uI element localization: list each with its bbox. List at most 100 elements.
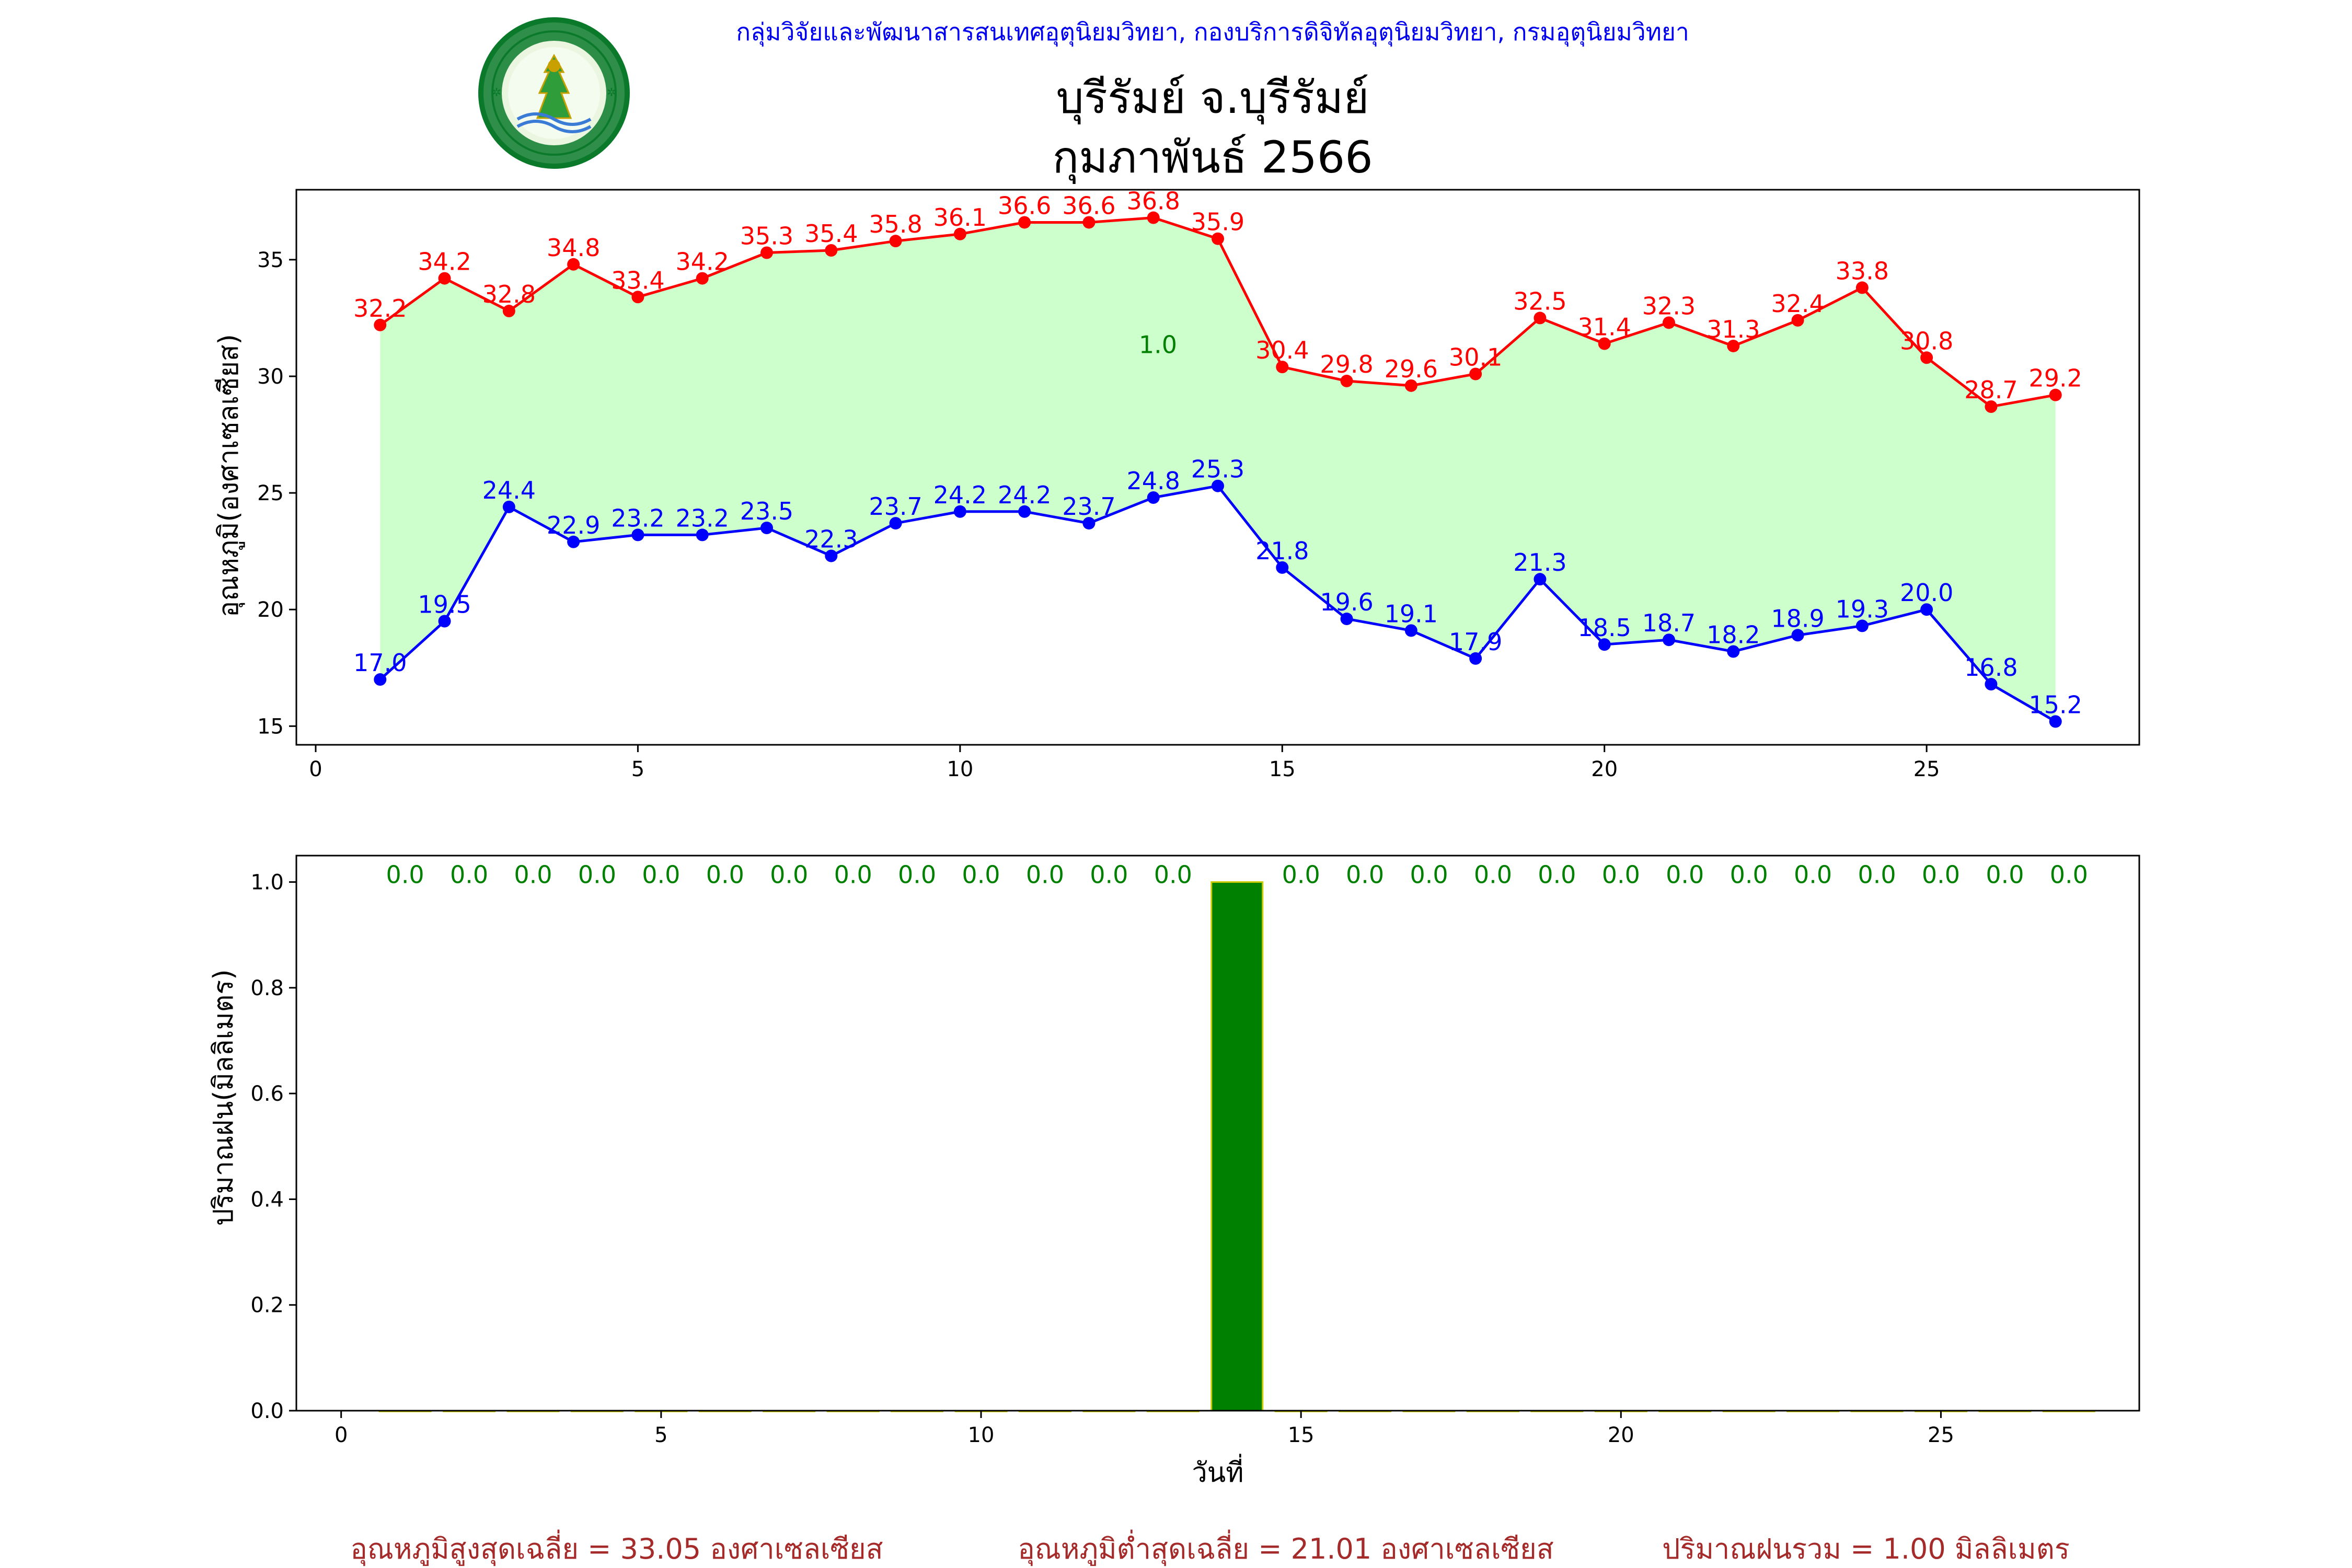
- rainfall-label: 0.0: [1090, 861, 1128, 889]
- x-tick-label: 25: [1928, 1423, 1954, 1447]
- y-tick-label: 30: [257, 365, 284, 389]
- min-temperature-label: 22.9: [547, 511, 600, 539]
- x-tick-label: 10: [968, 1423, 995, 1447]
- rainfall-label: 0.0: [1666, 861, 1704, 889]
- x-tick-label: 15: [1288, 1423, 1315, 1447]
- max-temperature-point: [1598, 337, 1611, 350]
- period-title: กุมภาพันธ์ 2566: [1052, 132, 1373, 185]
- min-temperature-label: 23.7: [1062, 492, 1115, 521]
- x-tick-label: 0: [335, 1423, 348, 1447]
- min-temperature-label: 21.8: [1255, 537, 1309, 565]
- max-temperature-label: 30.8: [1900, 327, 1953, 355]
- rainfall-label: 0.0: [962, 861, 1000, 889]
- agency-name: กลุ่มวิจัยและพัฒนาสารสนเทศอุตุนิยมวิทยา,…: [736, 18, 1689, 47]
- max-temperature-label: 35.3: [740, 222, 793, 250]
- min-temperature-label: 18.7: [1642, 609, 1696, 637]
- rainfall-label: 0.0: [1602, 861, 1640, 889]
- max-temperature-point: [1147, 211, 1160, 224]
- min-temperature-point: [374, 673, 387, 686]
- min-temperature-point: [1276, 561, 1289, 574]
- min-temperature-point: [696, 528, 709, 541]
- max-temperature-point: [1920, 351, 1933, 364]
- temperature-chart: อุณหภูมิ(องศาเซลเซียส) 32.234.232.834.83…: [213, 187, 2140, 781]
- rainfall-label: 0.0: [386, 861, 424, 889]
- max-temperature-point: [438, 272, 451, 285]
- x-tick-label: 5: [631, 757, 644, 781]
- min-temperature-point: [1340, 613, 1353, 626]
- max-temperature-point: [374, 318, 387, 331]
- temperature-range-area: [380, 217, 2056, 722]
- min-temperature-label: 23.2: [675, 504, 729, 532]
- y-tick-label: 35: [257, 248, 284, 272]
- min-temperature-label: 24.2: [998, 481, 1051, 509]
- rainfall-label: 0.0: [578, 861, 616, 889]
- min-temperature-point: [567, 535, 580, 548]
- min-temperature-point: [1727, 645, 1740, 658]
- rainfall-bar: [1210, 881, 1264, 1412]
- rainfall-plot-frame: [295, 855, 2140, 1412]
- svg-text:✲: ✲: [492, 86, 501, 99]
- max-temperature-label: 32.2: [353, 294, 407, 322]
- max-temperature-point: [696, 272, 709, 285]
- max-temperature-label: 31.4: [1578, 313, 1631, 341]
- min-temperature-label: 18.9: [1771, 604, 1824, 632]
- max-temperature-label: 36.8: [1127, 187, 1180, 215]
- x-tick-label: 25: [1913, 757, 1940, 781]
- max-temperature-point: [760, 246, 773, 259]
- day-axis-label: วันที่: [1192, 1454, 1243, 1489]
- min-temperature-label: 24.2: [933, 481, 987, 509]
- rainfall-label: 0.0: [1154, 861, 1192, 889]
- rainfall-label: 0.0: [770, 861, 808, 889]
- rainfall-label: 0.0: [1986, 861, 2024, 889]
- max-temperature-label: 29.6: [1385, 355, 1438, 383]
- max-temperature-point: [502, 305, 515, 318]
- y-tick-label: 1.0: [250, 871, 284, 895]
- x-tick-label: 15: [1269, 757, 1296, 781]
- temperature-axis-label: อุณหภูมิ(องศาเซลเซียส): [213, 334, 245, 617]
- max-temperature-label: 32.8: [482, 280, 536, 308]
- min-temperature-point: [1791, 629, 1804, 642]
- max-temperature-label: 30.4: [1255, 336, 1309, 364]
- min-temperature-label: 19.1: [1385, 599, 1438, 628]
- max-temperature-label: 30.1: [1449, 343, 1502, 372]
- min-temperature-label: 20.0: [1900, 579, 1953, 607]
- y-tick-label: 0.6: [250, 1082, 284, 1106]
- min-temperature-point: [1404, 624, 1417, 637]
- max-temperature-point: [567, 258, 580, 271]
- min-temperature-label: 19.5: [418, 591, 471, 619]
- min-temperature-point: [502, 500, 515, 513]
- min-temperature-point: [1212, 479, 1224, 492]
- max-temperature-point: [1340, 374, 1353, 387]
- max-temperature-label: 34.8: [547, 234, 600, 262]
- min-temperature-label: 18.2: [1707, 621, 1760, 649]
- min-temperature-label: 16.8: [1964, 653, 2017, 682]
- rainfall-label: 0.0: [2050, 861, 2088, 889]
- rainfall-label: 0.0: [450, 861, 488, 889]
- max-temperature-point: [1791, 314, 1804, 327]
- min-temperature-label: 19.6: [1320, 588, 1373, 616]
- max-temperature-point: [631, 291, 644, 304]
- max-temperature-label: 36.6: [1062, 191, 1115, 220]
- avg-min-summary: อุณหภูมิต่ำสุดเฉลี่ย = 21.01 องศาเซลเซีย…: [1018, 1529, 1553, 1566]
- rainfall-bars: [378, 881, 2095, 1412]
- rainfall-label: 0.0: [1858, 861, 1896, 889]
- station-title: บุรีรัมย์ จ.บุรีรัมย์: [1056, 72, 1369, 125]
- max-temperature-label: 28.7: [1964, 376, 2017, 404]
- max-temperature-label: 29.8: [1320, 350, 1373, 378]
- temperature-range-fill: [380, 217, 2056, 722]
- y-tick-label: 0.8: [250, 976, 284, 1000]
- max-temperature-label: 33.4: [611, 266, 664, 294]
- max-temperature-point: [1727, 339, 1740, 352]
- max-temperature-label: 35.4: [804, 220, 858, 248]
- temperature-points: [374, 211, 2062, 728]
- max-temperature-point: [1855, 281, 1869, 294]
- min-temperature-point: [1018, 505, 1031, 518]
- min-temperature-label: 23.2: [611, 504, 664, 532]
- rainfall-label: 0.0: [514, 861, 552, 889]
- min-temperature-point: [1469, 652, 1482, 665]
- max-temperature-label: 35.8: [869, 210, 922, 238]
- rainfall-label: 0.0: [1474, 861, 1512, 889]
- min-temperature-point: [1663, 633, 1676, 647]
- total-rain-summary: ปริมาณฝนรวม = 1.00 มิลลิเมตร: [1662, 1532, 2070, 1565]
- temperature-plot-frame: [295, 189, 2140, 746]
